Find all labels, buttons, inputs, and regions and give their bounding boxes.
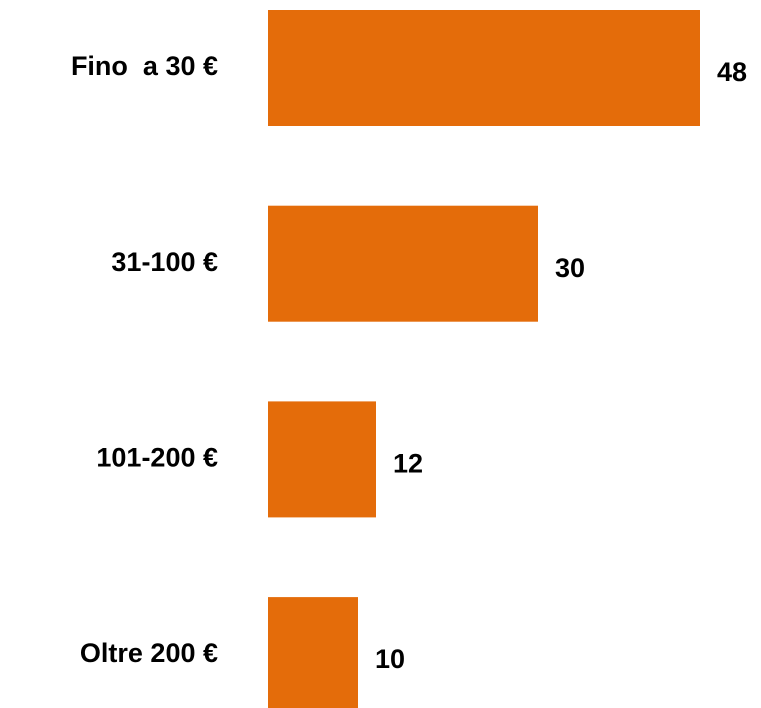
category-label: 101-200 € [96, 443, 218, 473]
value-label: 12 [393, 449, 423, 479]
category-label: 31-100 € [111, 247, 218, 277]
bar [268, 597, 358, 708]
bar [268, 10, 700, 126]
value-label: 10 [375, 644, 405, 674]
value-label: 48 [717, 57, 747, 87]
category-label: Oltre 200 € [80, 638, 218, 668]
bar [268, 205, 538, 322]
value-label: 30 [555, 253, 585, 283]
category-label: Fino a 30 € [71, 51, 218, 81]
bar [268, 401, 376, 518]
